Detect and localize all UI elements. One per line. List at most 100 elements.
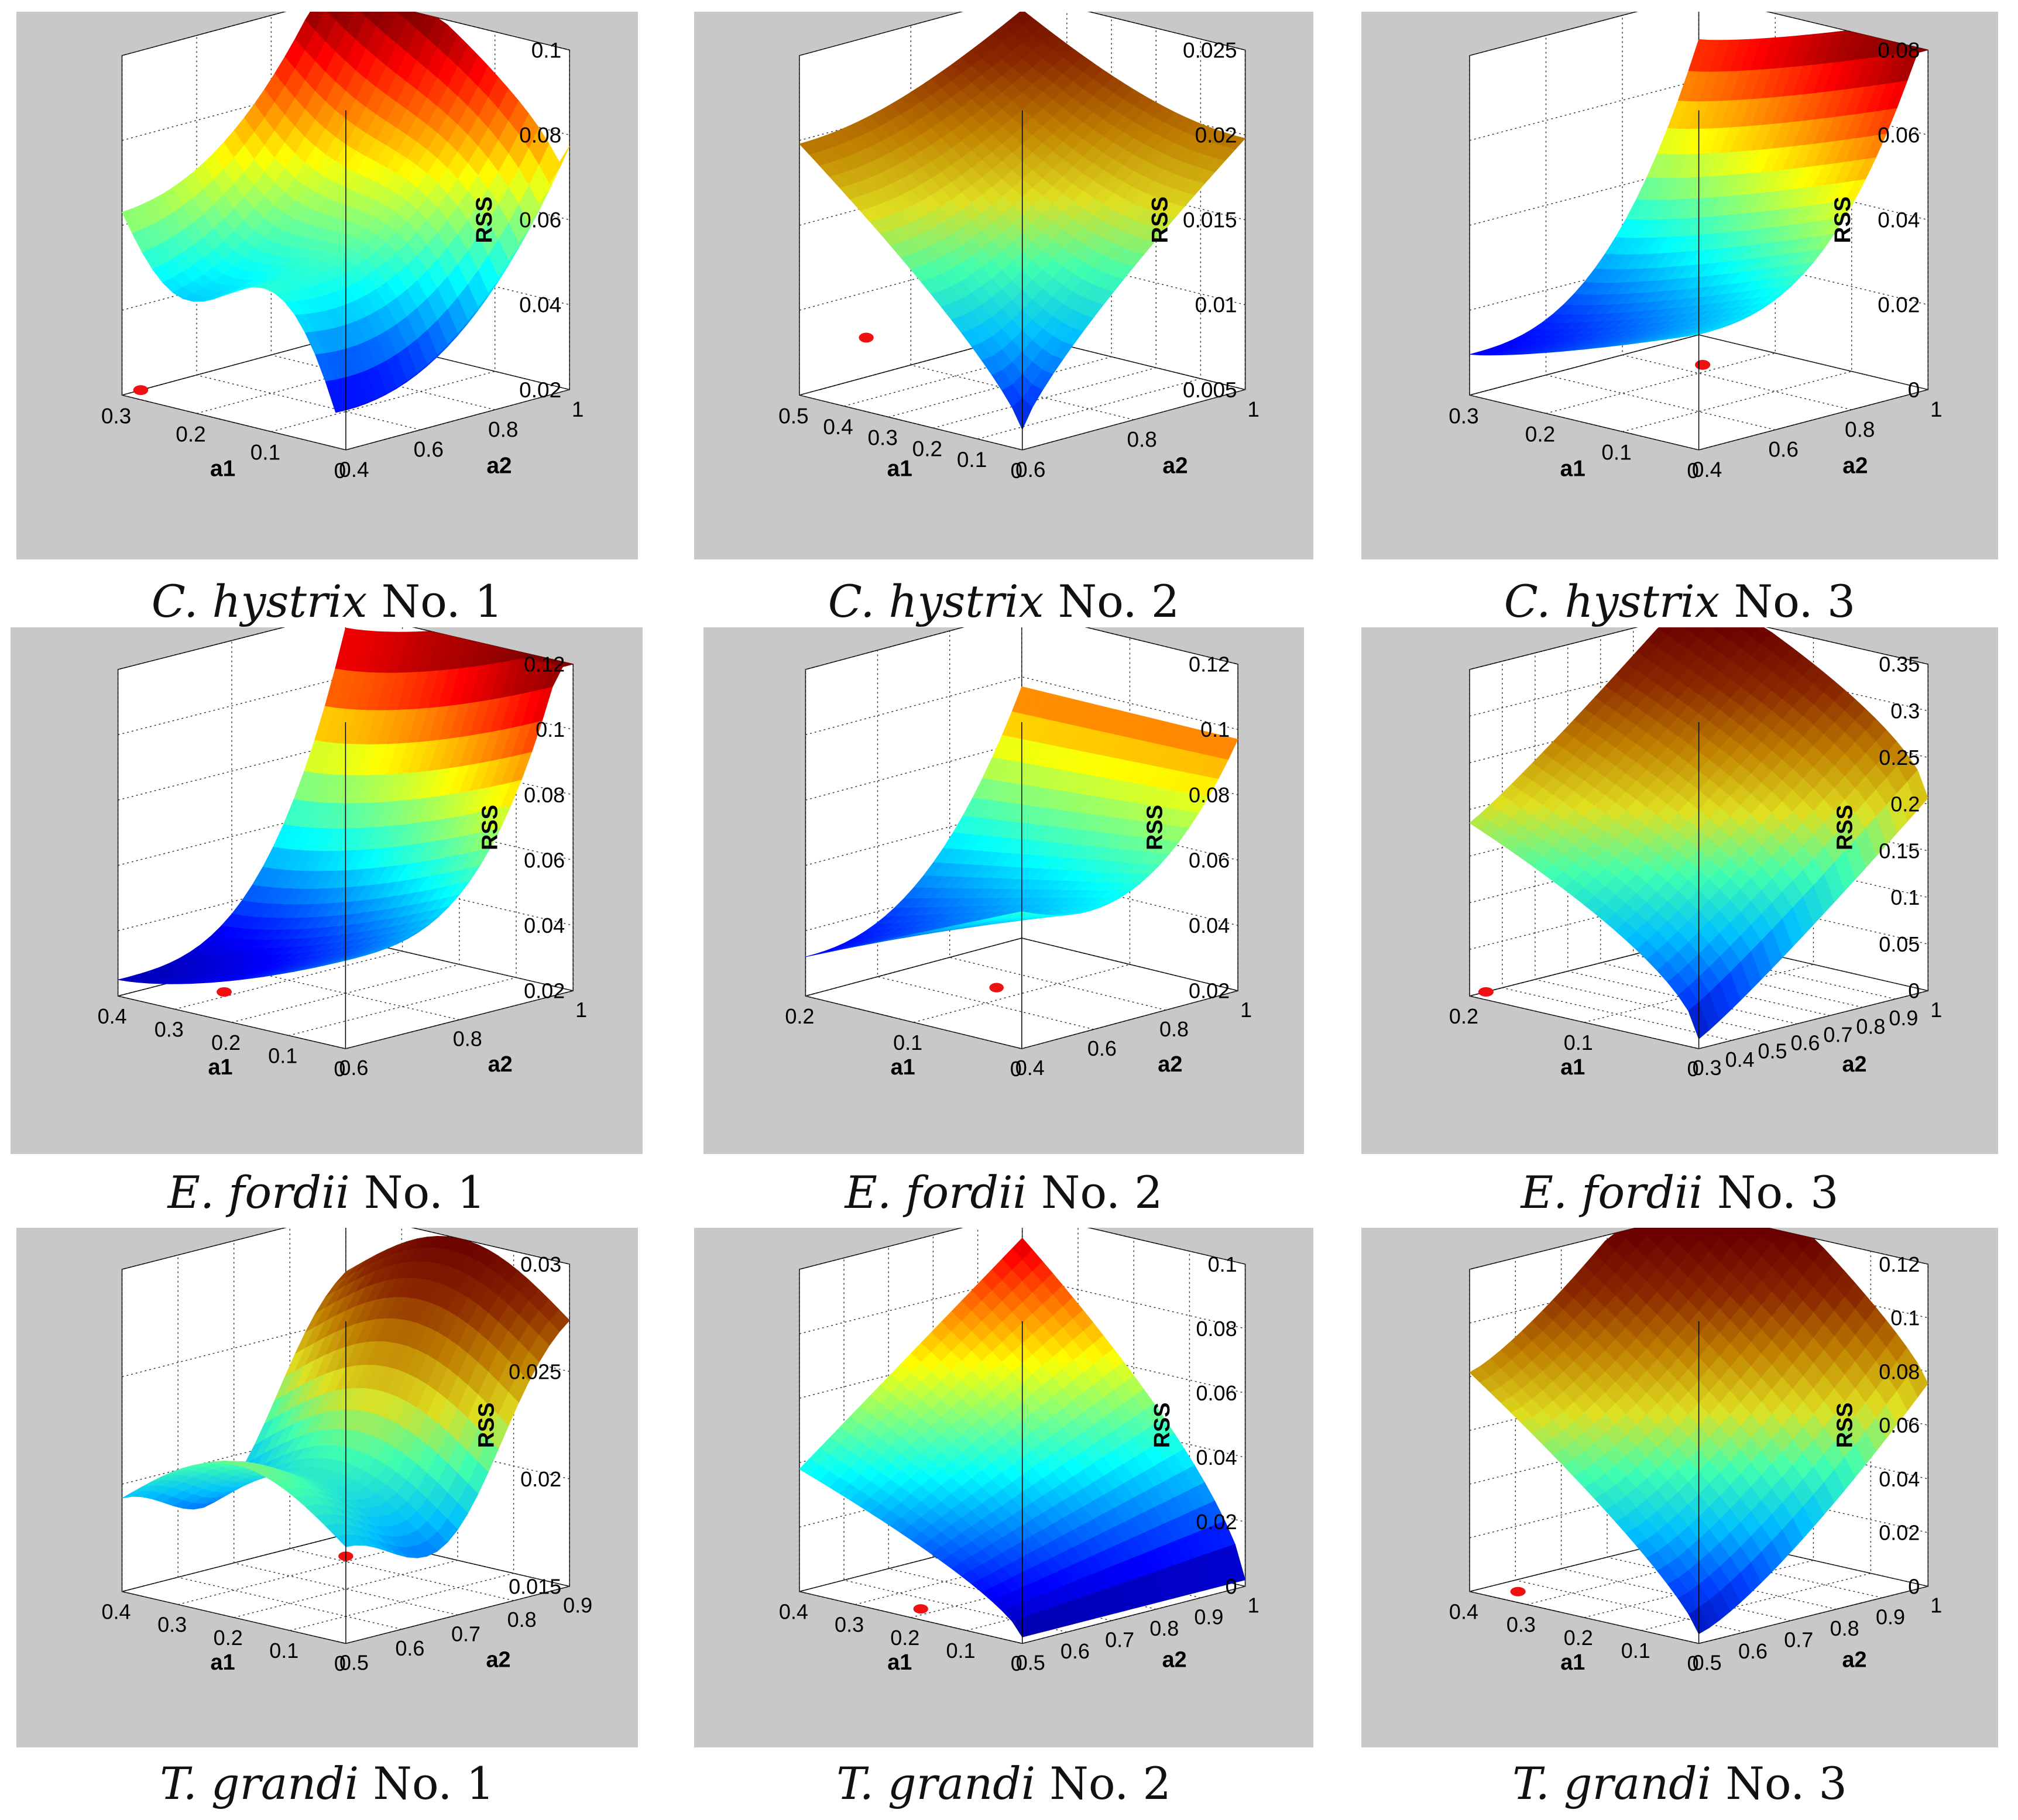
z-gridline <box>122 334 570 396</box>
z-axis-title: RSS <box>1147 197 1172 243</box>
z-tick-label: 0 <box>1908 1574 1920 1598</box>
a1-tick-label: 0.1 <box>893 1031 922 1055</box>
a2-tick-label: 0.7 <box>1105 1627 1134 1651</box>
a1-tick-label: 0.2 <box>785 1004 814 1028</box>
a1-tick-label: 0.3 <box>101 404 131 428</box>
a1-tick-label: 0.3 <box>835 1613 864 1637</box>
a2-tick-label: 0.9 <box>1889 1006 1918 1030</box>
a1-tick-label: 0.2 <box>1564 1626 1593 1650</box>
caption-number: No. 3 <box>1717 1166 1839 1218</box>
z-axis-title: RSS <box>1833 805 1858 850</box>
z-tick-label: 0.02 <box>519 378 561 402</box>
a2-tick-label: 0.5 <box>1693 1650 1722 1674</box>
a1-tick-label: 0.4 <box>823 415 853 439</box>
a1-tick-label: 0.4 <box>102 1599 131 1623</box>
a1-tick-label: 0.2 <box>176 423 205 447</box>
plot-area-5: 0.02 0.04 0.06 0.08 0.1 0.12 0.2 0.1 0 0.4 0.6 0.8 1… <box>703 627 1304 1154</box>
a2-tick-label: 1 <box>1930 1594 1942 1618</box>
z-axis-title: RSS <box>475 1403 499 1448</box>
surface-plot-7: 0.0150.020.0250.030.40.30.20.100.50.60.7… <box>102 1228 592 1675</box>
a2-tick-label: 0.6 <box>339 1056 368 1080</box>
a1-axis-title: a1 <box>1560 1055 1585 1080</box>
z-tick-label: 0.06 <box>1879 1413 1920 1437</box>
a2-gridline <box>289 1228 514 1601</box>
a1-tick-label: 0 <box>1011 1651 1022 1675</box>
rss-surface <box>805 686 1238 957</box>
rss-minimum-marker <box>1478 987 1494 997</box>
surface-facet <box>1722 1228 1737 1230</box>
a2-tick-label: 0.6 <box>1790 1031 1820 1055</box>
a2-gridline <box>121 55 346 451</box>
a2-tick-label: 0.6 <box>1738 1639 1768 1663</box>
caption-4: E. fordii No. 1 <box>11 1170 643 1215</box>
surface-chart-3: 00.020.040.060.080.30.20.100.40.60.81RSS… <box>1449 12 1943 483</box>
a1-tick-label: 0.1 <box>1621 1639 1650 1663</box>
surface-plot-1: 0.020.040.060.080.10.30.20.100.40.60.81R… <box>101 12 584 483</box>
z-tick-label: 0.005 <box>1183 378 1237 402</box>
a2-tick-label: 1 <box>1248 1594 1259 1618</box>
rss-surface <box>799 12 1246 430</box>
surface-chart-5: 0.020.040.060.080.10.120.20.100.40.60.81… <box>785 627 1252 1081</box>
z-tick-label: 0.02 <box>524 979 565 1003</box>
rss-minimum-marker <box>989 983 1004 993</box>
a2-tick-label: 0.6 <box>414 438 444 462</box>
z-axis-title: RSS <box>1143 805 1168 850</box>
z-tick-label: 0.04 <box>1196 1445 1237 1469</box>
caption-number: No. 2 <box>1058 575 1180 627</box>
z-tick-label: 0.08 <box>1196 1317 1237 1341</box>
caption-6: E. fordii No. 3 <box>1361 1170 1998 1215</box>
caption-1: C. hystrix No. 1 <box>16 579 638 624</box>
caption-number: No. 2 <box>1041 1166 1163 1218</box>
caption-number: No. 2 <box>1049 1757 1171 1809</box>
a2-tick-label: 0.4 <box>339 458 369 482</box>
caption-8: T. grandi No. 2 <box>694 1761 1313 1806</box>
rss-surface <box>122 1235 570 1558</box>
caption-species: E. fordii <box>1521 1166 1703 1218</box>
z-tick-label: 0.03 <box>520 1252 561 1276</box>
plot-area-4: 0.02 0.04 0.06 0.08 0.1 0.12 0.4 0.3 0.2 0.1 0 0.6 0… <box>11 627 643 1154</box>
a2-tick-label: 0.6 <box>395 1636 424 1660</box>
surface-plot-6: 00.050.10.150.20.250.30.350.20.100.3 0.4 0… <box>1449 627 1942 1081</box>
z-tick-label: 0.35 <box>1879 653 1920 677</box>
a1-tick-label: 0.2 <box>890 1626 919 1650</box>
a2-gridline <box>270 15 495 410</box>
z-axis-title: RSS <box>1830 197 1855 243</box>
a1-axis-title: a1 <box>1560 456 1585 482</box>
z-tick-label: 0.02 <box>520 1467 561 1491</box>
a2-tick-label: 0.9 <box>1194 1605 1223 1629</box>
a2-tick-label: 0.5 <box>1758 1039 1787 1063</box>
caption-number: No. 3 <box>1734 575 1856 627</box>
z-tick-label: 0.3 <box>1890 699 1920 723</box>
a1-tick-label: 0.2 <box>1525 423 1555 447</box>
caption-number: No. 1 <box>373 1757 495 1809</box>
a1-axis-title: a1 <box>211 1650 235 1675</box>
plot-area-8: 0 0.02 0.04 0.06 0.08 0.1 0.4 0.3 0.2 0.1 0 0.5 0.6 0… <box>694 1228 1313 1747</box>
a1-axis-title: a1 <box>891 1055 915 1080</box>
z-tick-label: 0.06 <box>1189 848 1230 872</box>
z-tick-label: 0.12 <box>1189 653 1230 677</box>
a1-tick-label: 0 <box>334 1651 346 1675</box>
rss-minimum-marker <box>1510 1587 1526 1596</box>
a2-tick-label: 0.4 <box>1692 458 1722 482</box>
a2-gridline <box>234 1241 458 1616</box>
surface-plot-5: 0.020.040.060.080.10.120.20.100.40.60.81… <box>785 627 1252 1081</box>
a2-tick-label: 0.4 <box>1725 1048 1755 1072</box>
z-tick-label: 0.04 <box>1879 1467 1920 1491</box>
a2-gridline <box>1535 653 1765 1033</box>
a2-tick-label: 1 <box>1930 998 1942 1022</box>
a2-gridline <box>196 35 421 431</box>
a2-tick-label: 0.5 <box>1016 1650 1045 1674</box>
z-axis-title: RSS <box>1150 1403 1175 1448</box>
surface-chart-8: 00.020.040.060.080.10.40.30.20.100.5 0.6 0… <box>779 1228 1259 1675</box>
a1-tick-label: 0 <box>1687 1057 1699 1081</box>
a1-tick-label: 0 <box>334 1057 345 1081</box>
a2-gridline <box>910 25 1134 420</box>
a1-tick-label: 0.1 <box>1601 441 1631 465</box>
a1-tick-label: 0.1 <box>946 1639 975 1663</box>
a1-tick-label: 0.1 <box>269 1639 298 1663</box>
a2-tick-label: 0.7 <box>1784 1627 1813 1651</box>
a2-gridline <box>1469 55 1699 451</box>
z-tick-label: 0.1 <box>1890 885 1920 909</box>
plot-area-9: 0 0.02 0.04 0.06 0.08 0.1 0.12 0.4 0.3 0.2 0.1 0 0.5… <box>1361 1228 1998 1747</box>
a2-tick-label: 0.7 <box>451 1622 481 1646</box>
